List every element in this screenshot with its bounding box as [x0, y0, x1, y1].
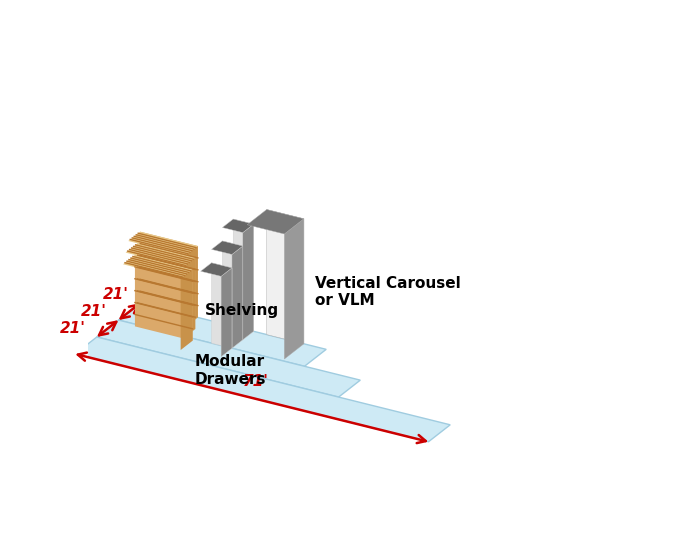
Polygon shape: [201, 263, 232, 277]
Polygon shape: [243, 224, 253, 340]
Text: 21': 21': [81, 304, 107, 319]
Polygon shape: [118, 303, 326, 366]
Polygon shape: [97, 320, 360, 397]
Text: Modular
Drawers: Modular Drawers: [194, 354, 265, 387]
Polygon shape: [211, 263, 232, 349]
Polygon shape: [223, 241, 243, 340]
Polygon shape: [135, 255, 192, 340]
Polygon shape: [284, 219, 304, 359]
Text: 21': 21': [60, 321, 85, 336]
Polygon shape: [223, 219, 253, 233]
Polygon shape: [128, 231, 198, 255]
Polygon shape: [186, 246, 198, 327]
Polygon shape: [125, 243, 195, 267]
Polygon shape: [181, 269, 192, 350]
Polygon shape: [247, 209, 304, 234]
Polygon shape: [183, 258, 195, 338]
Polygon shape: [221, 268, 232, 357]
Polygon shape: [138, 243, 195, 329]
Text: 71': 71': [243, 374, 269, 389]
Text: Shelving: Shelving: [204, 303, 279, 318]
Polygon shape: [140, 231, 198, 317]
Polygon shape: [75, 337, 450, 442]
Polygon shape: [123, 255, 192, 279]
Polygon shape: [232, 246, 243, 349]
Text: Vertical Carousel
or VLM: Vertical Carousel or VLM: [315, 276, 461, 308]
Polygon shape: [233, 219, 253, 331]
Polygon shape: [267, 209, 304, 344]
Polygon shape: [211, 241, 243, 255]
Text: 21': 21': [103, 287, 129, 302]
